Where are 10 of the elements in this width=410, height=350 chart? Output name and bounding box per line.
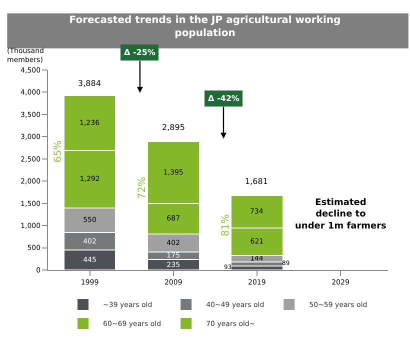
chart-title: Forecasted trends in the JP agricultural working population xyxy=(69,15,341,39)
annotation: 65% xyxy=(53,140,64,163)
annotation: Δ -42% xyxy=(208,94,240,103)
annotation: 81% xyxy=(220,214,232,236)
annotation: 2,895 xyxy=(162,123,185,132)
annotation: 72% xyxy=(136,176,148,200)
annotation: 3,884 xyxy=(78,79,101,88)
annotation: 1,681 xyxy=(245,177,268,186)
annotation: Estimated decline to under 1m farmers xyxy=(295,198,386,232)
text: Δ -25% xyxy=(124,48,156,57)
